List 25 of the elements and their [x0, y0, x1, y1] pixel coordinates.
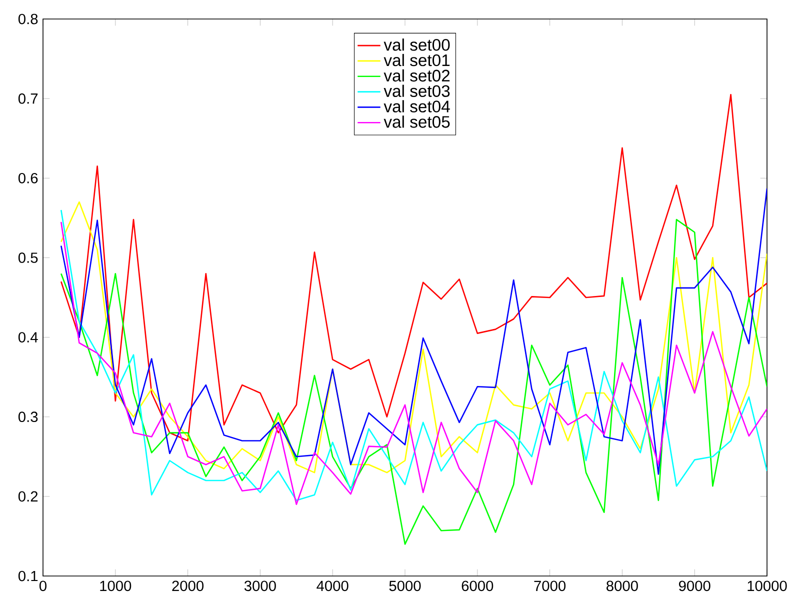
y-tick-label: 0.1 — [18, 570, 38, 582]
y-tick-label: 0.2 — [18, 491, 38, 502]
y-tick-label: 0.5 — [18, 252, 38, 263]
x-tick-label: 0 — [39, 580, 46, 592]
legend-label: val set04 — [384, 100, 450, 112]
y-tick-label: 0.8 — [18, 14, 38, 24]
x-tick-label: 3000 — [244, 580, 276, 592]
legend-label: val set01 — [384, 54, 450, 66]
legend-label: val set00 — [384, 38, 450, 51]
legend-label: val set02 — [384, 69, 450, 82]
x-tick-label: 1000 — [100, 580, 132, 592]
x-tick-label: 7000 — [534, 580, 566, 592]
legend-label: val set05 — [384, 116, 450, 128]
x-tick-label: 6000 — [462, 580, 494, 592]
legend-label: val set03 — [384, 84, 450, 98]
x-tick-label: 2000 — [172, 580, 204, 592]
x-tick-label: 9000 — [678, 580, 710, 592]
x-tick-label: 10000 — [748, 580, 787, 592]
y-tick-label: 0.4 — [18, 332, 38, 342]
x-tick-label: 5000 — [389, 580, 421, 592]
y-tick-label: 0.7 — [18, 93, 38, 104]
y-tick-label: 0.6 — [18, 172, 38, 184]
x-tick-label: 4000 — [316, 580, 348, 592]
x-tick-label: 8000 — [606, 580, 638, 592]
y-tick-label: 0.3 — [18, 412, 38, 422]
